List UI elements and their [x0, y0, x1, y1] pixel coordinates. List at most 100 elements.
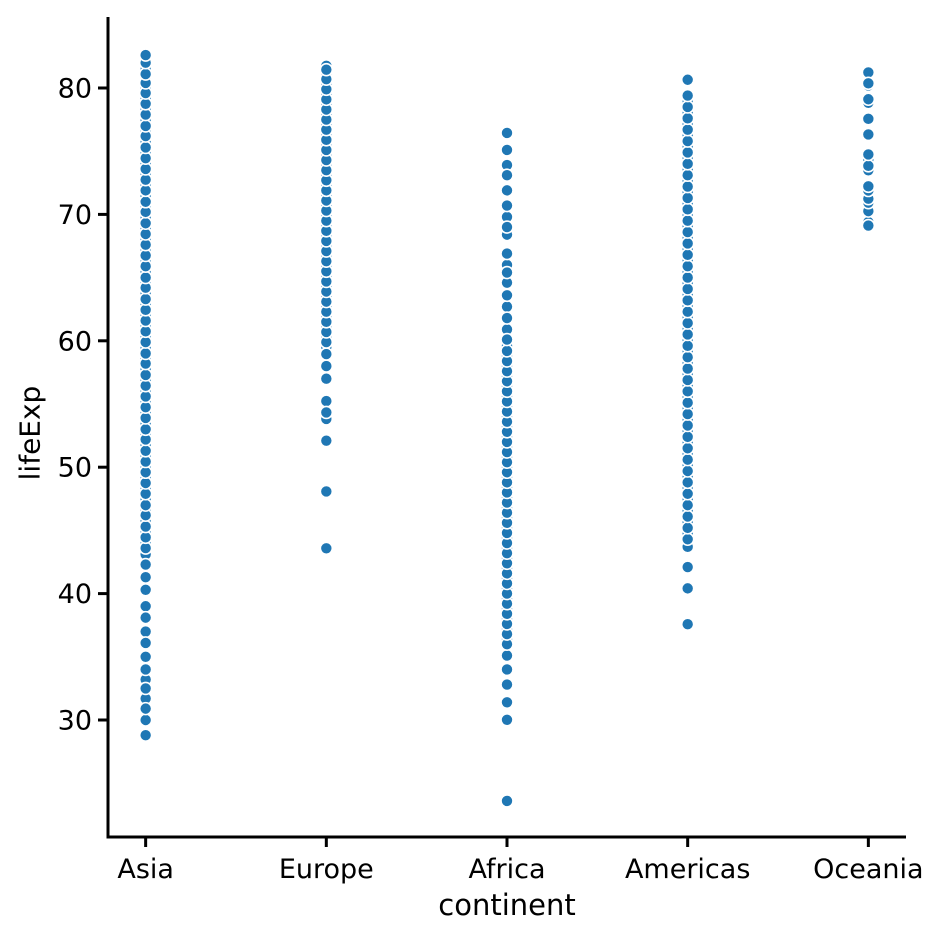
data-point — [861, 179, 876, 194]
data-point — [500, 677, 514, 692]
data-point — [138, 701, 153, 716]
data-point — [680, 498, 695, 512]
data-point — [680, 202, 695, 217]
data-point — [680, 293, 695, 308]
data-point — [500, 288, 514, 303]
data-point — [138, 368, 153, 382]
data-point — [500, 344, 514, 358]
y-tick-label: 80 — [58, 74, 92, 105]
data-point — [861, 127, 876, 142]
data-point — [861, 92, 876, 107]
data-point — [138, 140, 153, 155]
x-tick-label: Europe — [279, 854, 374, 885]
data-point — [319, 371, 334, 386]
data-point — [680, 122, 695, 137]
data-point — [680, 617, 695, 632]
data-point — [500, 220, 514, 234]
data-point — [680, 475, 695, 490]
data-point — [138, 728, 153, 742]
data-point — [138, 636, 153, 650]
data-point — [680, 560, 695, 574]
data-point — [680, 384, 695, 399]
data-point — [680, 418, 695, 433]
data-point — [500, 695, 514, 710]
data-point — [500, 168, 514, 183]
data-point — [138, 346, 153, 361]
data-point — [861, 112, 876, 126]
data-point — [680, 316, 695, 330]
data-point — [138, 557, 153, 572]
data-point — [680, 521, 695, 535]
data-point — [138, 119, 153, 133]
data-point — [138, 422, 153, 437]
data-point — [861, 147, 876, 162]
data-point — [500, 648, 514, 663]
data-point — [680, 179, 695, 194]
data-point — [138, 624, 153, 639]
data-point — [680, 248, 695, 262]
x-tick-label: Asia — [117, 854, 174, 885]
data-point — [680, 509, 695, 524]
data-point — [680, 327, 695, 342]
y-axis-label: lifeExp — [13, 385, 47, 481]
y-tick-label: 50 — [58, 453, 92, 484]
data-point — [319, 405, 334, 420]
data-point — [138, 216, 153, 231]
data-point — [680, 72, 695, 87]
data-point — [680, 407, 695, 421]
data-point — [680, 270, 695, 285]
data-point — [680, 225, 695, 239]
data-point — [500, 332, 514, 347]
data-point — [680, 111, 695, 126]
x-tick-label: Americas — [625, 854, 750, 885]
data-point — [138, 67, 153, 81]
y-tick-label: 40 — [58, 579, 92, 610]
data-point — [500, 311, 514, 325]
data-point — [680, 134, 695, 148]
data-point — [138, 649, 153, 664]
y-tick-label: 30 — [58, 706, 92, 737]
data-point — [138, 713, 153, 727]
data-point — [138, 443, 153, 458]
data-point — [319, 484, 334, 499]
data-point — [138, 292, 153, 306]
data-point — [500, 662, 514, 677]
data-point — [680, 339, 695, 353]
data-point — [861, 159, 876, 173]
data-point — [138, 662, 153, 677]
y-tick-label: 60 — [58, 326, 92, 357]
data-point — [680, 581, 695, 596]
data-point — [861, 76, 876, 91]
data-point — [138, 681, 153, 696]
data-point — [138, 498, 153, 512]
data-point — [680, 452, 695, 467]
data-point — [138, 570, 153, 584]
data-point — [500, 183, 514, 198]
data-point — [500, 246, 514, 261]
data-point — [500, 143, 514, 157]
data-point — [500, 126, 514, 140]
data-point — [319, 359, 334, 373]
data-point — [680, 259, 695, 274]
data-point — [680, 100, 695, 114]
data-point — [680, 282, 695, 296]
data-point — [138, 194, 153, 209]
data-point — [319, 62, 334, 77]
y-tick-label: 70 — [58, 200, 92, 231]
data-point — [319, 433, 334, 448]
data-point — [680, 532, 695, 547]
data-point — [680, 430, 695, 444]
data-point — [138, 519, 153, 534]
data-point — [138, 270, 153, 285]
data-point — [680, 395, 695, 410]
data-point — [680, 441, 695, 456]
data-point — [500, 265, 514, 280]
x-tick-label: Oceania — [813, 854, 923, 885]
data-point — [861, 218, 876, 233]
data-point — [138, 48, 153, 62]
data-point — [680, 236, 695, 251]
data-point — [138, 583, 153, 597]
data-point — [680, 373, 695, 387]
